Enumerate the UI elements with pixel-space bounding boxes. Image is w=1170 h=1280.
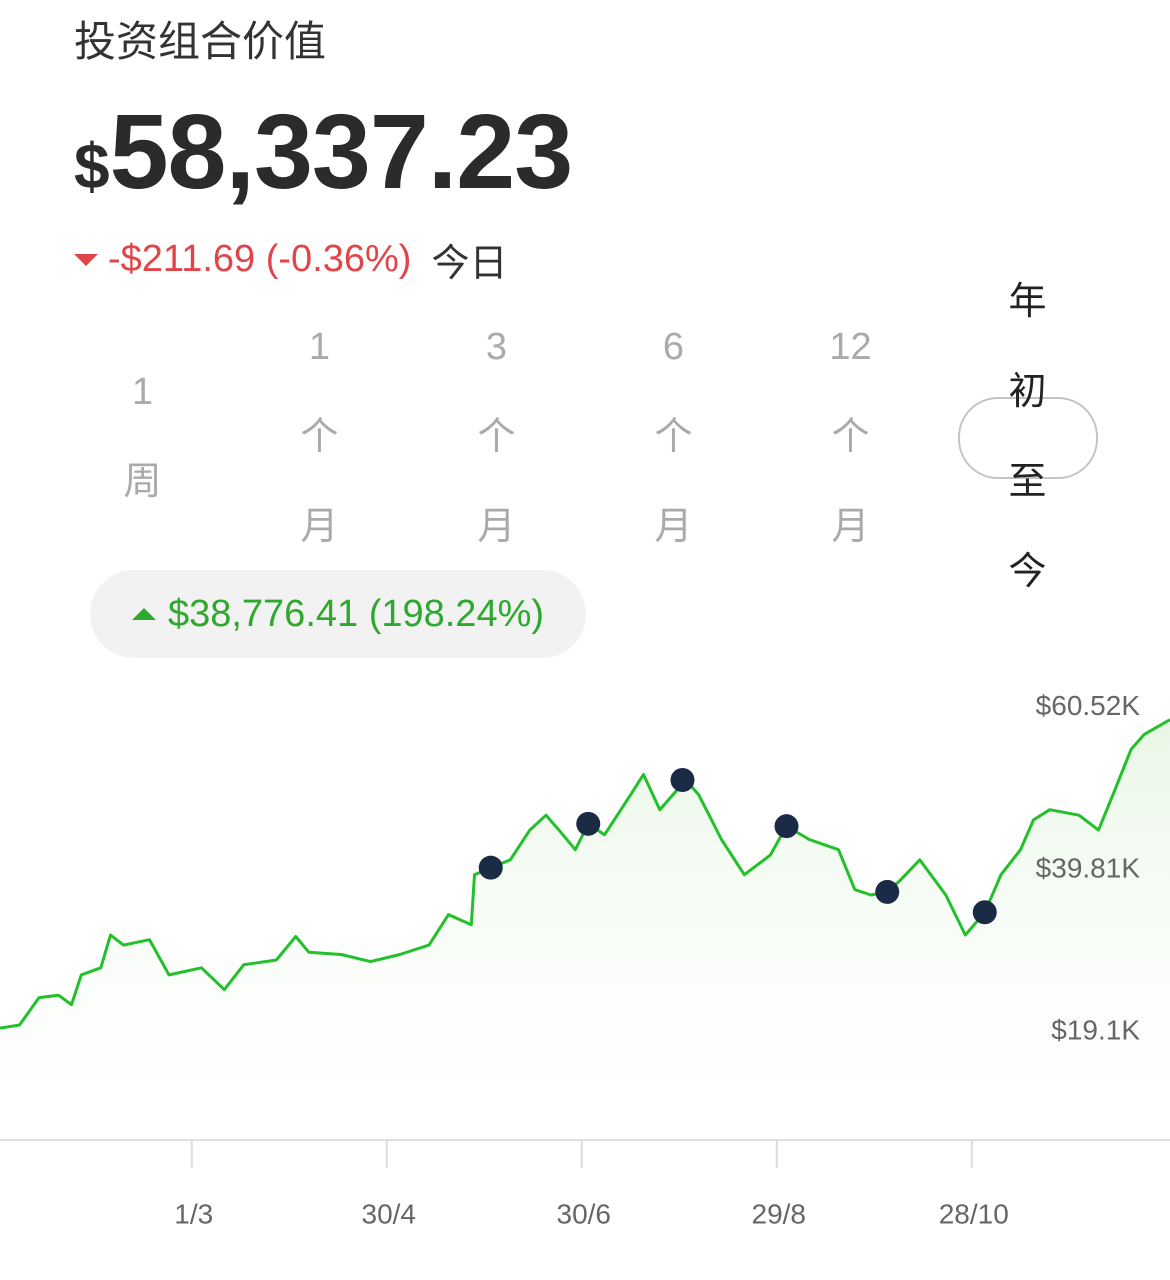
y-tick-label: $19.1K (1051, 1014, 1140, 1045)
title: 投资组合价值 (74, 18, 327, 65)
change-value: -$211.69 (-0.36%) (108, 238, 412, 280)
range-tab[interactable]: 年初至今 (939, 257, 1116, 617)
range-tab[interactable]: 1个月 (231, 302, 408, 572)
up-arrow (131, 608, 156, 620)
trade-marker (972, 900, 997, 925)
range-tab-label[interactable]: 6个月 (654, 326, 693, 548)
y-tick-label: $60.52K (1036, 690, 1141, 721)
range-tab-label[interactable]: 年初至今 (1008, 281, 1047, 593)
area-fill (0, 719, 1170, 1140)
trade-marker (670, 768, 695, 792)
range-tab[interactable]: 1周 (54, 347, 231, 527)
range-tab[interactable]: 3个月 (408, 302, 585, 572)
range-tab-label[interactable]: 3个月 (477, 326, 516, 548)
down-arrow (74, 253, 98, 266)
period-change: $38,776.41 (198.24%) (90, 570, 586, 658)
trade-marker (875, 879, 900, 904)
range-tab[interactable]: 12个月 (762, 302, 939, 572)
change-period: 今日 (431, 243, 508, 285)
selected-indicator (958, 397, 1098, 479)
daily-change: -$211.69 (-0.36%) 今日 (74, 232, 507, 287)
x-tick-label: 30/4 (362, 1198, 417, 1229)
x-tick-label: 29/8 (752, 1198, 807, 1229)
range-tab[interactable]: 6个月 (585, 302, 762, 572)
trade-marker (576, 811, 601, 836)
y-tick-label: $39.81K (1036, 852, 1141, 883)
currency: $ (74, 130, 110, 202)
period-change-value: $38,776.41 (198.24%) (167, 592, 545, 635)
trade-marker (774, 814, 799, 839)
portfolio-value: $58,337.23 (74, 92, 574, 213)
amount: 58,337.23 (109, 93, 574, 211)
x-tick-label: 30/6 (557, 1198, 612, 1229)
range-tab-label[interactable]: 1周 (123, 371, 162, 503)
range-tab-label[interactable]: 1个月 (300, 326, 339, 548)
x-tick-label: 1/3 (174, 1198, 213, 1229)
range-tab-label[interactable]: 12个月 (829, 326, 872, 548)
price-line (0, 718, 1170, 1030)
trade-marker (478, 855, 503, 880)
x-tick-label: 28/10 (939, 1198, 1009, 1229)
range-tabs: 1周 1个月 3个月 6个月 12个月 年初至今 (54, 257, 1116, 617)
